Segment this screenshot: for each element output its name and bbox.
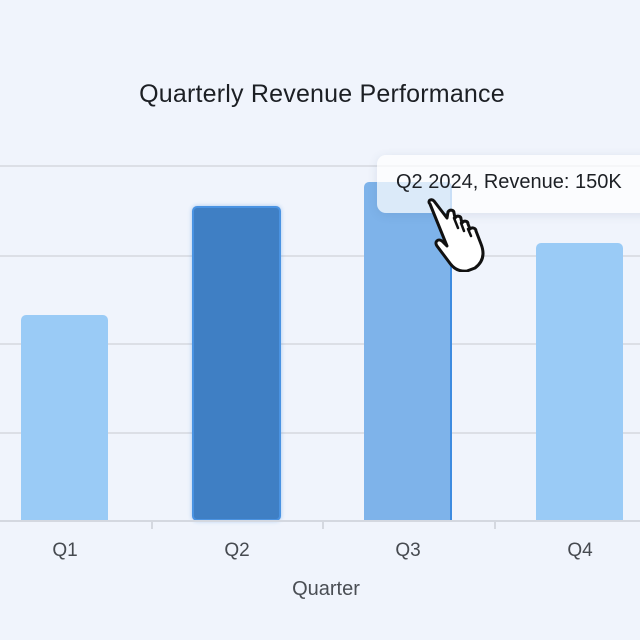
x-axis-tick bbox=[494, 521, 496, 529]
bar-q2-selected[interactable] bbox=[192, 206, 281, 521]
chart-title: Quarterly Revenue Performance bbox=[139, 80, 505, 108]
bar-q1[interactable] bbox=[21, 315, 108, 520]
x-axis-tick bbox=[322, 521, 324, 529]
gridline bbox=[0, 165, 640, 167]
gridline bbox=[0, 343, 640, 345]
gridline bbox=[0, 432, 640, 434]
tooltip-text: Q2 2024, Revenue: 150K bbox=[396, 171, 622, 193]
x-axis-line bbox=[0, 520, 640, 522]
data-tooltip: Q2 2024, Revenue: 150K bbox=[377, 155, 640, 213]
x-axis-title: Quarter bbox=[292, 578, 360, 600]
x-tick-label-q4: Q4 bbox=[567, 540, 593, 561]
bar-q4[interactable] bbox=[536, 243, 623, 520]
x-axis-tick bbox=[151, 521, 153, 529]
gridline bbox=[0, 255, 640, 257]
bar-q3-hovered[interactable] bbox=[364, 182, 452, 520]
x-tick-label-q2: Q2 bbox=[224, 540, 250, 561]
x-tick-label-q3: Q3 bbox=[395, 540, 421, 561]
hand-pointer-icon bbox=[427, 198, 485, 272]
x-tick-label-q1: Q1 bbox=[52, 540, 78, 561]
